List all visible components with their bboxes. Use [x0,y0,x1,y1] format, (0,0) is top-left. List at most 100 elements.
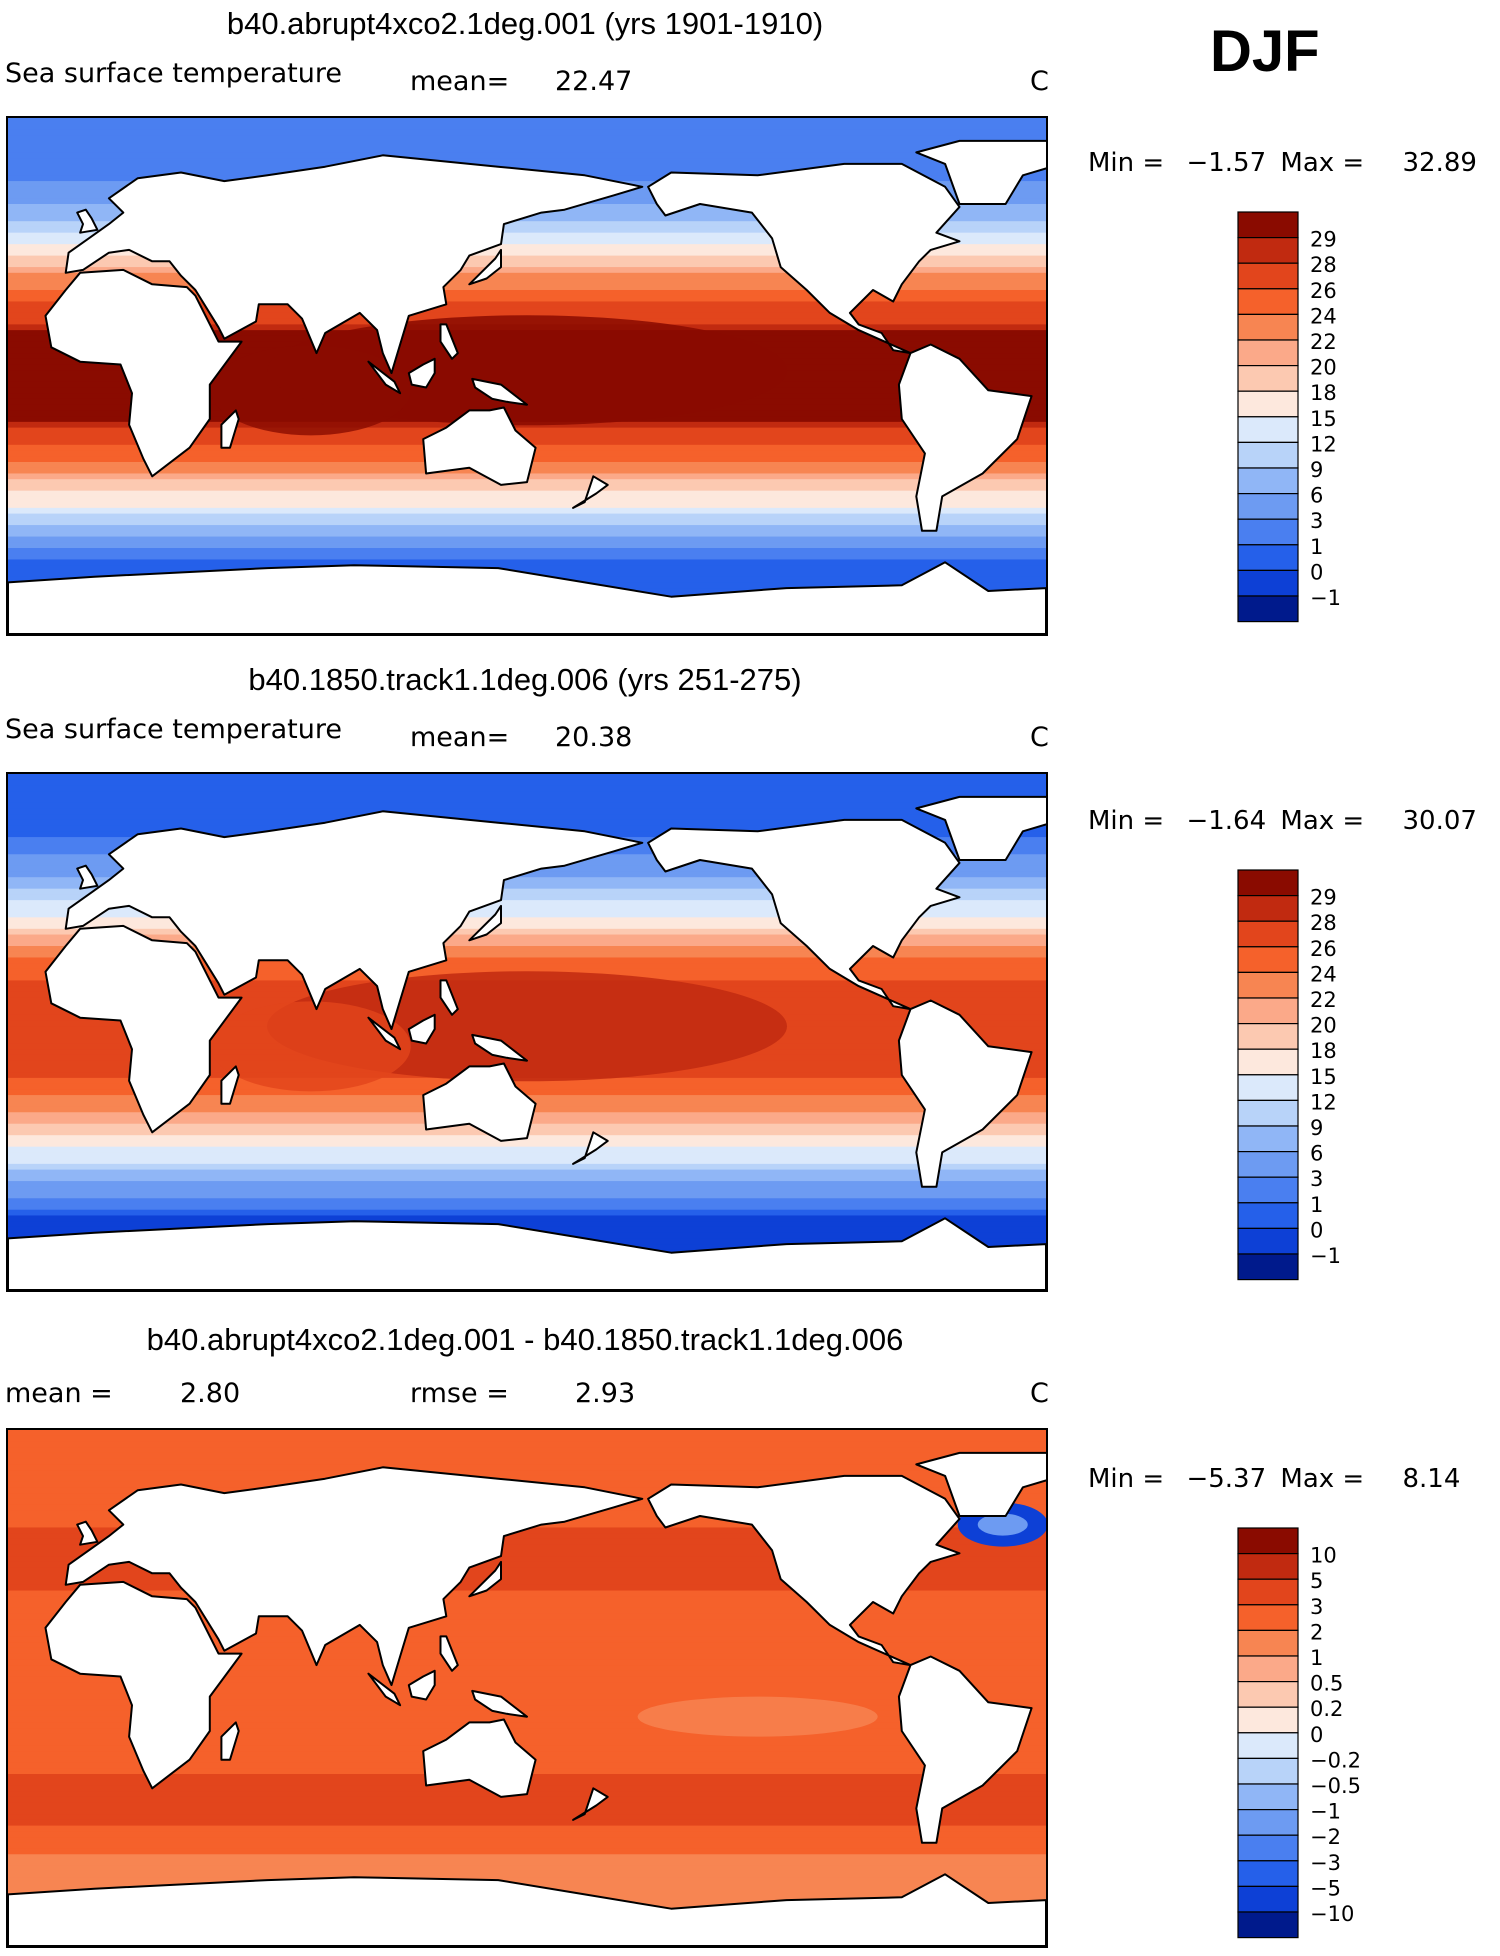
ocean-band [8,1596,1046,1603]
ocean-band [8,1550,1046,1557]
ocean-band [8,123,1046,131]
mean-label: mean = [5,1378,113,1409]
colorbar-tick-label: −3 [1310,1851,1341,1875]
max-label: Max = [1280,148,1365,178]
ocean-band [8,882,1046,890]
ocean-band [8,1163,1046,1171]
ocean-band [8,1464,1046,1471]
colorbar-box [1237,467,1299,495]
ocean-band [8,1670,1046,1678]
ocean-band [8,146,1046,153]
ocean-band [8,255,1046,262]
ocean-band [8,158,1046,165]
ocean-band [8,1602,1046,1609]
colorbar-box [1237,416,1299,444]
ocean-band [8,1860,1046,1867]
colorbar-tick-label: −2 [1310,1825,1341,1849]
ocean-band [8,808,1046,815]
indian-ocean-warm [210,345,411,436]
continent-uk [76,864,99,890]
ocean-band [8,284,1046,291]
ocean-band [8,963,1046,970]
mean-value: 22.47 [555,66,633,97]
ocean-band [8,1659,1046,1666]
ocean-band [8,232,1046,239]
colorbar-box [1237,997,1299,1025]
ocean-band [8,530,1046,538]
ocean-band [8,1745,1046,1752]
ocean-band [8,814,1046,821]
ocean-band [8,301,1046,308]
colorbar-box [1237,339,1299,367]
colorbar-box [1237,1099,1299,1127]
ocean-band [8,911,1046,918]
ocean-band [8,1636,1046,1643]
continent-uk [76,1520,99,1546]
ocean-band [8,1430,1046,1437]
colorbar-box [1237,1176,1299,1204]
colorbar-box [1237,1732,1299,1760]
panel-title: b40.abrupt4xco2.1deg.001 - b40.1850.trac… [146,1322,904,1357]
ocean-band [8,1739,1046,1746]
ocean-band [8,1682,1046,1689]
continent-uk [76,208,99,234]
ocean-band [8,118,1046,125]
min-value: −5.37 [1186,1464,1267,1494]
ocean-band [8,1831,1046,1838]
ocean-band [8,226,1046,234]
continent-sumatra [367,1672,402,1707]
max-value: 32.89 [1402,148,1477,178]
sst-difference-map [6,1428,1048,1948]
colorbar-box [1237,1885,1299,1913]
ocean-band [8,272,1046,280]
colorbar-box [1237,1604,1299,1632]
colorbar-tick-label: 26 [1310,279,1337,303]
colorbar-box [1237,1527,1299,1555]
units-label: C [1030,66,1049,97]
colorbar-box [1237,441,1299,469]
ocean-band [8,1573,1046,1580]
ocean-band [8,1819,1046,1827]
ocean-band [8,1808,1046,1815]
colorbar-tick-label: 28 [1310,253,1337,277]
ocean-band [8,1204,1046,1211]
colorbar-tick-label: −1 [1310,1244,1341,1268]
ocean-band [8,1716,1046,1723]
ocean-band [8,871,1046,878]
ocean-band [8,152,1046,159]
colorbar-tick-label: 15 [1310,407,1337,431]
ocean-band [8,295,1046,303]
ocean-band [8,1140,1046,1148]
ocean-band [8,267,1046,274]
continent-africa [44,1580,243,1790]
colorbar-box [1237,1809,1299,1836]
continent-northamerica [647,1474,961,1667]
ocean-band [8,1865,1046,1873]
ocean-band [8,774,1046,781]
ocean-band [8,894,1046,901]
sst-map [6,116,1048,636]
max-label: Max = [1280,1464,1365,1494]
continent-borneo [407,1669,436,1701]
colorbar-box [1237,1757,1299,1785]
colorbar-box [1237,595,1299,623]
ocean-band [8,559,1046,566]
colorbar-box [1237,1074,1299,1102]
ocean-band [8,1607,1046,1615]
colorbar-tick-label: 6 [1310,484,1323,508]
ocean-band [8,796,1046,804]
ocean-band [8,1458,1046,1465]
continent-madagascar [220,1721,240,1761]
ocean-band [8,1722,1046,1729]
ocean-band [8,525,1046,532]
continent-africa [44,268,243,478]
continent-antarctica [8,1873,1046,1946]
ocean-band [8,1452,1046,1460]
max-label: Max = [1280,806,1365,836]
continent-japan [468,904,502,942]
continent-indochina_ph [439,323,459,360]
continent-greenland [915,1451,1046,1517]
colorbar-tick-label: −5 [1310,1876,1341,1900]
